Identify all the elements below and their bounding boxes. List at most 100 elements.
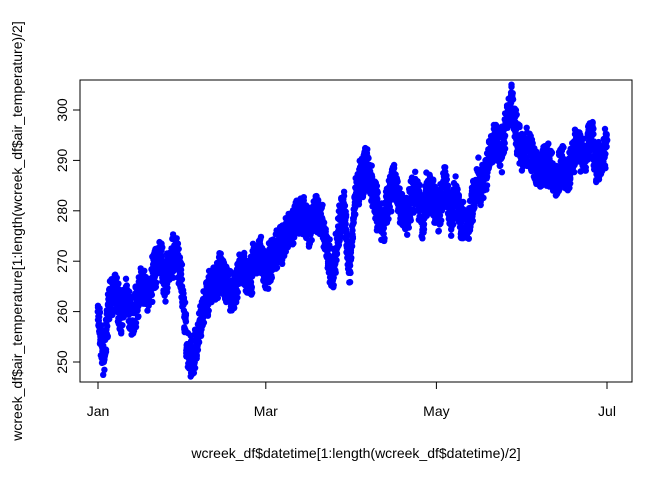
data-point (122, 275, 130, 282)
data-point (265, 285, 272, 292)
data-point (419, 217, 426, 225)
data-point (290, 240, 297, 247)
data-point (105, 298, 113, 305)
data-point (404, 231, 411, 238)
data-point (132, 323, 140, 331)
data-point (438, 217, 445, 224)
data-point (300, 194, 307, 201)
data-point (195, 328, 203, 336)
data-point (342, 213, 350, 221)
data-point (564, 172, 572, 179)
data-point (460, 198, 467, 206)
data-point (284, 227, 292, 235)
data-point (170, 267, 177, 275)
data-point (602, 164, 609, 172)
data-point (178, 283, 186, 290)
data-point (164, 284, 171, 292)
data-point (330, 281, 337, 289)
data-point (502, 121, 510, 129)
data-point (405, 224, 412, 231)
data-point (430, 177, 437, 185)
data-point (475, 177, 482, 185)
data-point (184, 348, 191, 356)
data-point (547, 167, 555, 174)
data-point (223, 283, 231, 290)
data-point (348, 254, 355, 261)
data-point (374, 207, 382, 215)
data-point (200, 298, 208, 305)
data-point (178, 276, 186, 283)
data-point (419, 235, 426, 242)
data-point (273, 264, 281, 271)
x-tick-label: Mar (254, 403, 278, 419)
data-point (391, 177, 398, 185)
data-point (602, 150, 609, 158)
data-point (480, 182, 488, 190)
data-point (307, 222, 314, 230)
data-point (548, 149, 556, 156)
data-point (586, 126, 594, 134)
data-point (477, 201, 484, 209)
data-point (205, 307, 212, 314)
data-point (181, 299, 189, 306)
data-point (333, 257, 340, 264)
data-point (581, 157, 588, 164)
data-point (279, 237, 286, 245)
data-point (190, 369, 198, 377)
data-point (182, 312, 190, 319)
data-point (509, 90, 516, 97)
data-point (177, 266, 185, 274)
data-point (113, 274, 121, 281)
data-point (262, 267, 270, 275)
data-point (598, 157, 605, 164)
data-point (349, 227, 356, 234)
data-point (558, 162, 566, 169)
data-point (475, 154, 482, 161)
data-point (519, 146, 527, 154)
y-tick-label: 260 (54, 300, 70, 324)
data-point (150, 267, 158, 275)
data-point (480, 194, 487, 202)
data-point (174, 240, 182, 247)
data-point (326, 236, 333, 243)
data-point (195, 339, 203, 346)
data-point (407, 197, 415, 205)
data-point (385, 192, 393, 200)
data-point (450, 221, 457, 228)
data-point (570, 152, 577, 159)
data-point (447, 212, 454, 220)
data-point (290, 222, 298, 230)
data-points (94, 81, 611, 380)
data-point (508, 96, 516, 104)
data-point (200, 319, 208, 326)
data-point (441, 177, 449, 185)
data-point (501, 140, 508, 147)
data-point (363, 162, 370, 169)
data-point (501, 145, 509, 152)
data-point (234, 272, 242, 280)
data-point (571, 168, 578, 176)
data-point (497, 162, 504, 169)
data-point (368, 187, 376, 195)
data-point (458, 217, 465, 225)
data-point (452, 173, 459, 180)
data-point (194, 346, 202, 354)
y-tick-label: 290 (54, 149, 70, 173)
data-point (169, 274, 177, 281)
data-point (388, 208, 395, 215)
data-point (117, 313, 124, 320)
data-point (603, 136, 611, 144)
data-point (128, 318, 136, 326)
data-point (133, 298, 141, 305)
data-point (349, 235, 357, 242)
data-point (314, 196, 322, 204)
data-point (122, 288, 130, 295)
data-point (333, 250, 341, 258)
data-point (251, 257, 258, 265)
data-point (212, 278, 219, 285)
data-point (514, 136, 521, 144)
data-point (100, 371, 107, 378)
data-point (575, 141, 583, 149)
data-point (364, 146, 371, 153)
